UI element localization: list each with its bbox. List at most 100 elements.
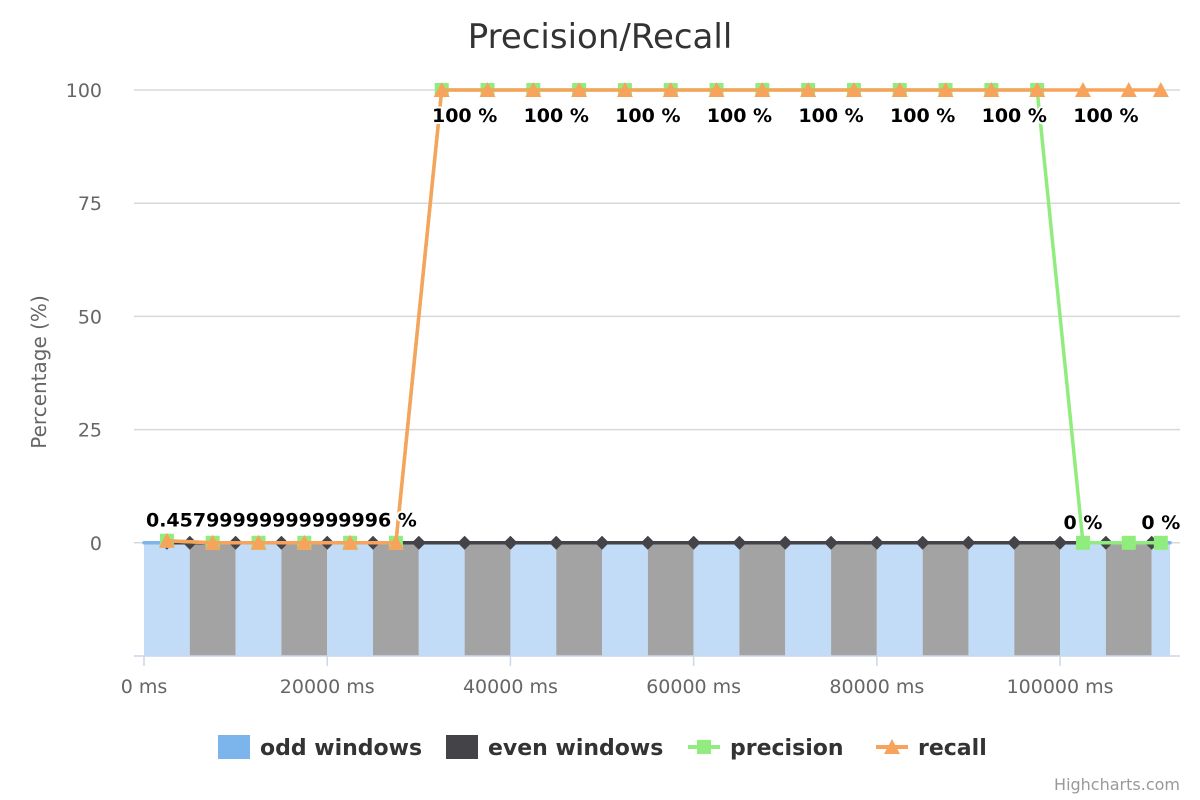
recall-point[interactable]: [754, 82, 771, 97]
odd-window-bar[interactable]: [1060, 542, 1106, 656]
even-window-bar[interactable]: [464, 542, 511, 656]
even-windows-point[interactable]: [686, 535, 701, 550]
even-window-bar[interactable]: [831, 542, 877, 656]
recall-point[interactable]: [662, 82, 679, 97]
recall-point[interactable]: [250, 534, 267, 550]
y-axis-title: Percentage (%): [27, 295, 51, 448]
recall-point[interactable]: [204, 534, 221, 550]
recall-point[interactable]: [158, 532, 175, 548]
odd-window-bar[interactable]: [602, 542, 648, 656]
even-windows-point[interactable]: [869, 535, 884, 550]
x-tick-label: 60000 ms: [646, 676, 741, 698]
even-windows-point[interactable]: [1053, 535, 1068, 550]
data-label: 100 %: [615, 105, 680, 127]
legend-marker-recall[interactable]: [884, 739, 900, 754]
even-windows-point[interactable]: [778, 535, 793, 550]
legend-label-recall: recall: [918, 736, 987, 761]
even-windows-point[interactable]: [961, 535, 976, 550]
y-tick-label: 50: [78, 306, 102, 328]
odd-window-bar[interactable]: [968, 542, 1015, 656]
legend-item-even-windows[interactable]: even windows: [446, 735, 663, 761]
odd-window-bar[interactable]: [510, 542, 557, 656]
data-label: 100 %: [982, 105, 1047, 127]
legend-label-even-windows: even windows: [488, 736, 663, 761]
legend-item-precision[interactable]: precision: [688, 736, 844, 761]
data-label: 0 %: [1064, 512, 1103, 534]
even-window-bar[interactable]: [373, 542, 419, 656]
even-windows-point[interactable]: [595, 535, 610, 550]
recall-point[interactable]: [1074, 82, 1091, 97]
recall-point[interactable]: [983, 82, 1000, 97]
even-window-bar[interactable]: [739, 542, 786, 656]
precision-point[interactable]: [1121, 535, 1136, 550]
recall-point[interactable]: [433, 82, 450, 97]
even-windows-point[interactable]: [732, 535, 747, 550]
even-windows-point[interactable]: [503, 535, 518, 550]
data-label: 100 %: [1073, 105, 1138, 127]
precision-point[interactable]: [1075, 535, 1090, 550]
odd-window-bar[interactable]: [693, 542, 740, 656]
window-bands: [144, 542, 1170, 656]
recall-point[interactable]: [1120, 82, 1137, 97]
even-window-bar[interactable]: [1105, 542, 1152, 656]
even-window-bar[interactable]: [281, 542, 328, 656]
legend-item-odd-windows[interactable]: odd windows: [218, 735, 422, 761]
legend-item-recall[interactable]: recall: [876, 736, 987, 761]
recall-point[interactable]: [296, 534, 313, 550]
odd-window-bar[interactable]: [144, 542, 190, 656]
recall-point[interactable]: [845, 82, 862, 97]
odd-window-bar[interactable]: [785, 542, 832, 656]
recall-point[interactable]: [1029, 82, 1046, 97]
recall-point[interactable]: [571, 82, 588, 97]
odd-window-bar[interactable]: [876, 542, 923, 656]
even-windows-point[interactable]: [549, 535, 564, 550]
x-tick-label: 100000 ms: [1007, 676, 1114, 698]
recall-point[interactable]: [937, 82, 954, 97]
recall-point[interactable]: [708, 82, 725, 97]
y-tick-label: 25: [78, 420, 102, 442]
data-label: 0 %: [1141, 512, 1180, 534]
x-tick-label: 40000 ms: [463, 676, 558, 698]
data-label: 100 %: [432, 105, 497, 127]
odd-window-bar[interactable]: [418, 542, 465, 656]
recall-point[interactable]: [1152, 82, 1169, 97]
data-label: 100 %: [524, 105, 589, 127]
odd-window-bar[interactable]: [327, 542, 374, 656]
legend-swatch-odd-windows: [218, 735, 250, 759]
legend-marker-precision[interactable]: [697, 740, 711, 754]
even-window-bar[interactable]: [1014, 542, 1061, 656]
even-windows-point[interactable]: [457, 535, 472, 550]
odd-window-bar[interactable]: [235, 542, 282, 656]
recall-point[interactable]: [800, 82, 817, 97]
even-windows-point[interactable]: [1007, 535, 1022, 550]
even-windows-point[interactable]: [824, 535, 839, 550]
series-recall: [158, 82, 1169, 550]
credits[interactable]: Highcharts.com: [1054, 775, 1180, 794]
even-windows-point[interactable]: [915, 535, 930, 550]
even-window-bar[interactable]: [556, 542, 603, 656]
legend-swatch-even-windows: [446, 735, 478, 759]
odd-window-bar[interactable]: [1151, 542, 1170, 656]
recall-point[interactable]: [525, 82, 542, 97]
data-label: 0.45799999999999996 %: [146, 510, 417, 532]
y-tick-label: 100: [66, 80, 102, 102]
x-tick-label: 0 ms: [121, 676, 168, 698]
grid-lines: 0 25 50 75 100: [66, 80, 1180, 555]
data-label: 100 %: [798, 105, 863, 127]
recall-point[interactable]: [891, 82, 908, 97]
legend-label-precision: precision: [730, 736, 844, 761]
precision-point[interactable]: [1153, 535, 1168, 550]
even-window-bar[interactable]: [922, 542, 969, 656]
recall-point[interactable]: [616, 82, 633, 97]
recall-point[interactable]: [387, 534, 404, 550]
even-window-bar[interactable]: [647, 542, 694, 656]
x-tick-label: 20000 ms: [280, 676, 375, 698]
even-windows-point[interactable]: [411, 535, 426, 550]
data-label: 100 %: [890, 105, 955, 127]
even-windows-point[interactable]: [640, 535, 655, 550]
y-tick-label: 0: [90, 533, 102, 555]
even-window-bar[interactable]: [189, 542, 236, 656]
recall-point[interactable]: [342, 534, 359, 550]
recall-point[interactable]: [479, 82, 496, 97]
